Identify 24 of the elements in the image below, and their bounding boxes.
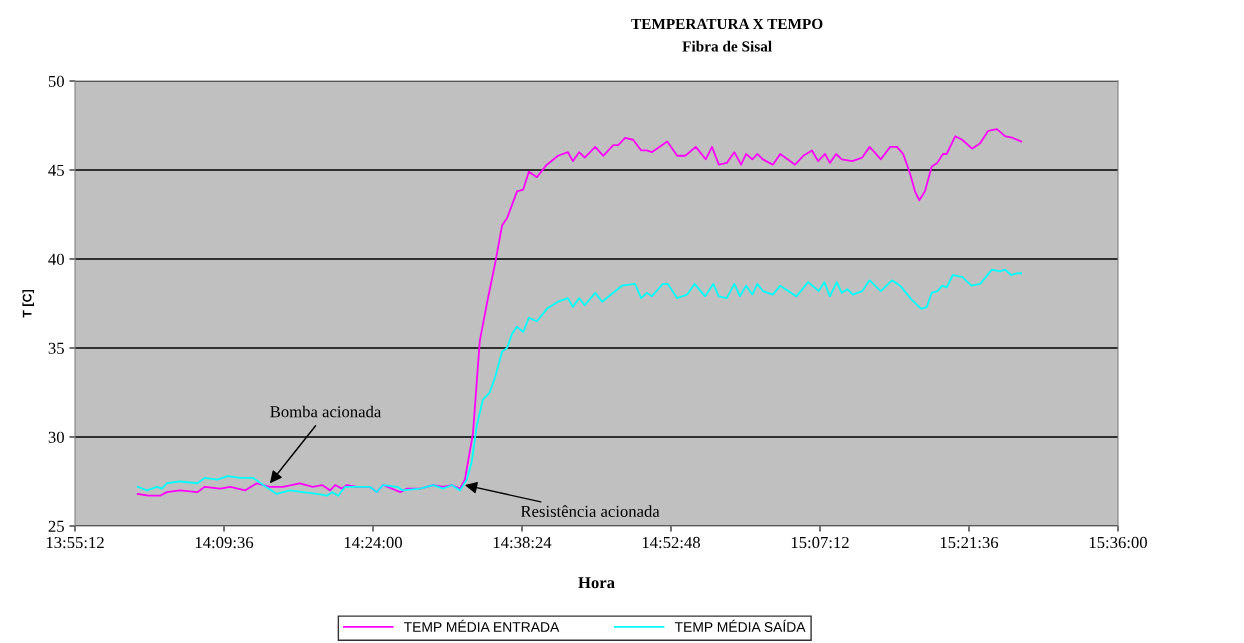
chart-title: TEMPERATURA X TEMPO bbox=[631, 18, 823, 30]
x-tick-label: 14:52:48 bbox=[642, 536, 700, 549]
x-tick-label: 14:09:36 bbox=[195, 536, 254, 549]
x-tick-label: 14:24:00 bbox=[344, 536, 402, 549]
line-series bbox=[136, 268, 1023, 497]
annotation: Resistência acionada bbox=[520, 505, 660, 517]
chart-subtitle: Fibra de Sisal bbox=[682, 40, 772, 52]
x-tick-label: 14:38:24 bbox=[493, 536, 552, 549]
x-tick-label: 15:21:36 bbox=[940, 536, 999, 549]
x-tick-label: 13:55:12 bbox=[46, 536, 104, 549]
y-tick-label: 40 bbox=[48, 253, 64, 265]
legend-label: TEMP MÉDIA SAÍDA bbox=[674, 619, 806, 632]
x-tick-label: 15:36:00 bbox=[1089, 536, 1147, 549]
x-tick-label: 15:07:12 bbox=[791, 536, 849, 549]
y-tick-label: 35 bbox=[48, 342, 64, 354]
y-tick-label: 45 bbox=[48, 164, 64, 176]
line-series bbox=[136, 128, 1023, 497]
x-axis-title: Hora bbox=[578, 577, 615, 589]
y-axis-title: T [C] bbox=[22, 289, 35, 318]
y-tick-label: 50 bbox=[48, 75, 64, 87]
y-tick-label: 25 bbox=[48, 520, 64, 532]
y-tick-label: 30 bbox=[48, 431, 64, 443]
legend-label: TEMP MÉDIA ENTRADA bbox=[403, 619, 560, 632]
annotation: Bomba acionada bbox=[270, 405, 382, 418]
